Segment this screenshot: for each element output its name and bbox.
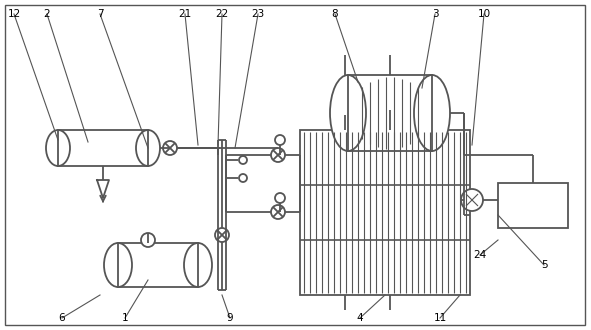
Circle shape — [239, 156, 247, 164]
Circle shape — [271, 148, 285, 162]
Text: 9: 9 — [227, 313, 233, 323]
Text: 24: 24 — [473, 250, 486, 260]
Text: 23: 23 — [251, 9, 265, 19]
Circle shape — [215, 228, 229, 242]
Text: 2: 2 — [44, 9, 50, 19]
Text: 11: 11 — [433, 313, 447, 323]
Text: 3: 3 — [431, 9, 439, 19]
Text: 4: 4 — [357, 313, 363, 323]
Bar — [118, 243, 198, 287]
Text: 5: 5 — [541, 260, 547, 270]
Ellipse shape — [104, 243, 132, 287]
Text: 12: 12 — [7, 9, 21, 19]
Text: 7: 7 — [97, 9, 103, 19]
Text: 21: 21 — [178, 9, 191, 19]
Circle shape — [275, 135, 285, 145]
Ellipse shape — [136, 130, 160, 166]
Bar — [58, 130, 148, 166]
Text: 6: 6 — [59, 313, 66, 323]
Circle shape — [163, 141, 177, 155]
Circle shape — [271, 205, 285, 219]
Circle shape — [275, 193, 285, 203]
Ellipse shape — [414, 75, 450, 151]
Circle shape — [141, 233, 155, 247]
Text: 1: 1 — [122, 313, 128, 323]
Circle shape — [239, 174, 247, 182]
Circle shape — [461, 189, 483, 211]
Bar — [300, 130, 470, 295]
Text: 10: 10 — [478, 9, 491, 19]
Ellipse shape — [330, 75, 366, 151]
Ellipse shape — [46, 130, 70, 166]
Bar — [348, 75, 432, 151]
Text: 22: 22 — [215, 9, 229, 19]
Ellipse shape — [184, 243, 212, 287]
Text: 8: 8 — [332, 9, 338, 19]
Bar — [498, 183, 568, 228]
